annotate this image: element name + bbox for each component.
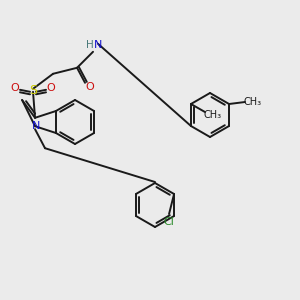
Text: S: S: [29, 84, 37, 97]
Text: O: O: [46, 83, 56, 93]
Text: CH₃: CH₃: [244, 97, 262, 107]
Text: N: N: [32, 121, 40, 131]
Text: Cl: Cl: [164, 217, 175, 227]
Text: O: O: [11, 83, 20, 93]
Text: H: H: [86, 40, 94, 50]
Text: CH₃: CH₃: [204, 110, 222, 120]
Text: O: O: [85, 82, 94, 92]
Text: N: N: [94, 40, 102, 50]
